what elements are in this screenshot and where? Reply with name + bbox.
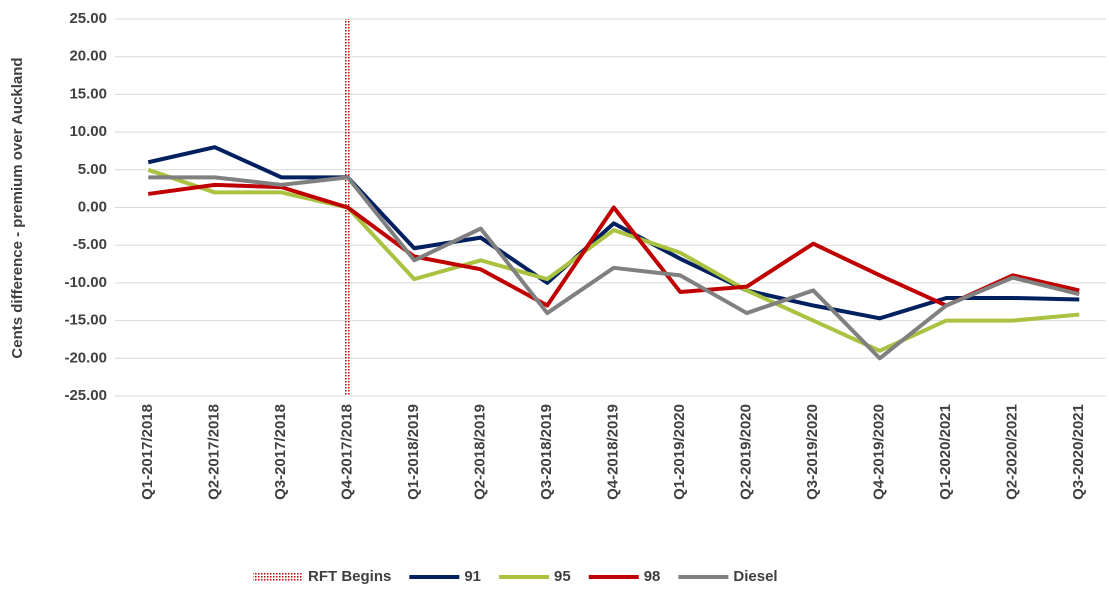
series-line bbox=[147, 167, 1080, 353]
x-tick-label: Q2-2020/2021 bbox=[1004, 404, 1021, 500]
y-tick-label: 20.00 bbox=[69, 48, 107, 65]
series-line bbox=[147, 182, 1080, 308]
y-tick-label: -20.00 bbox=[64, 349, 107, 366]
x-tick-label: Q3-2019/2020 bbox=[804, 404, 821, 500]
y-tick-label: 15.00 bbox=[69, 85, 107, 102]
x-tick-label: Q2-2017/2018 bbox=[206, 404, 223, 500]
x-tick-label: Q4-2019/2020 bbox=[871, 404, 888, 500]
x-tick-label: Q3-2018/2019 bbox=[538, 404, 555, 500]
series-line bbox=[148, 175, 1080, 361]
series-line bbox=[147, 145, 1080, 321]
y-tick-label: 0.00 bbox=[78, 198, 107, 215]
y-tick-label: -15.00 bbox=[64, 312, 107, 329]
legend-swatch bbox=[253, 572, 303, 582]
y-tick-label: -10.00 bbox=[64, 274, 107, 291]
legend-label: Diesel bbox=[733, 568, 777, 585]
y-tick-label: -25.00 bbox=[64, 387, 107, 404]
x-tick-label: Q2-2018/2019 bbox=[472, 404, 489, 500]
legend-label: 95 bbox=[554, 568, 571, 585]
y-tick-label: 25.00 bbox=[69, 10, 107, 27]
x-tick-label: Q4-2018/2019 bbox=[605, 404, 622, 500]
legend-label: RFT Begins bbox=[308, 568, 391, 585]
x-tick-label: Q2-2019/2020 bbox=[738, 404, 755, 500]
x-tick-label: Q1-2018/2019 bbox=[405, 404, 422, 500]
y-tick-label: -5.00 bbox=[73, 236, 107, 253]
x-tick-label: Q3-2020/2021 bbox=[1070, 404, 1087, 500]
y-tick-label: 10.00 bbox=[69, 123, 107, 140]
legend-label: 98 bbox=[644, 568, 661, 585]
x-tick-label: Q4-2017/2018 bbox=[339, 404, 356, 500]
x-tick-label: Q1-2019/2020 bbox=[671, 404, 688, 500]
legend-label: 91 bbox=[464, 568, 481, 585]
y-axis-title: Cents difference - premium over Auckland bbox=[9, 57, 26, 358]
x-tick-label: Q1-2020/2021 bbox=[937, 404, 954, 500]
y-tick-label: 5.00 bbox=[78, 161, 107, 178]
x-tick-label: Q1-2017/2018 bbox=[139, 404, 156, 500]
x-tick-label: Q3-2017/2018 bbox=[272, 404, 289, 500]
